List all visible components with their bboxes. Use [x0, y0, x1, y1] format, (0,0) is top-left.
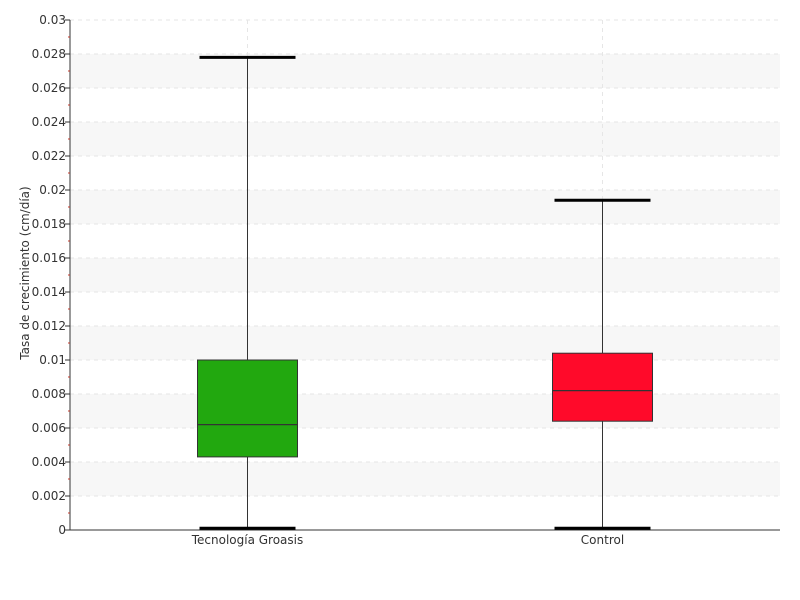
y-tick-label: 0.026	[32, 81, 66, 95]
y-axis-ticks: 0 0.002 0.004 0.006 0.008 0.01 0.012 0.014 0.016…	[32, 13, 70, 537]
grid-bands	[70, 54, 780, 496]
grid-band	[70, 54, 780, 88]
x-axis-labels: Tecnología Groasis Control	[191, 533, 624, 547]
y-tick-label: 0.016	[32, 251, 66, 265]
y-tick-label: 0.014	[32, 285, 66, 299]
y-tick-label: 0.006	[32, 421, 66, 435]
y-tick-label: 0.022	[32, 149, 66, 163]
grid-band	[70, 122, 780, 156]
grid-band	[70, 326, 780, 360]
grid-band	[70, 462, 780, 496]
box-groasis	[197, 55, 298, 530]
grid-band	[70, 258, 780, 292]
iqr-box	[552, 352, 653, 422]
y-tick-label: 0.028	[32, 47, 66, 61]
y-tick-label: 0.01	[39, 353, 66, 367]
y-tick-label: 0.018	[32, 217, 66, 231]
y-tick-label: 0.002	[32, 489, 66, 503]
y-tick-label: 0.008	[32, 387, 66, 401]
y-axis-title: Tasa de crecimiento (cm/día)	[18, 186, 32, 360]
x-category-label: Tecnología Groasis	[191, 533, 304, 547]
iqr-box	[197, 359, 298, 458]
grid-band	[70, 190, 780, 224]
y-tick-label: 0.004	[32, 455, 66, 469]
y-tick-label: 0.03	[39, 13, 66, 27]
y-tick-label: 0.024	[32, 115, 66, 129]
x-category-label: Control	[581, 533, 624, 547]
boxes	[197, 55, 653, 530]
box-control	[552, 198, 653, 530]
y-tick-label: 0.02	[39, 183, 66, 197]
grid-band	[70, 394, 780, 428]
y-tick-label: 0	[58, 523, 66, 537]
y-tick-label: 0.012	[32, 319, 66, 333]
